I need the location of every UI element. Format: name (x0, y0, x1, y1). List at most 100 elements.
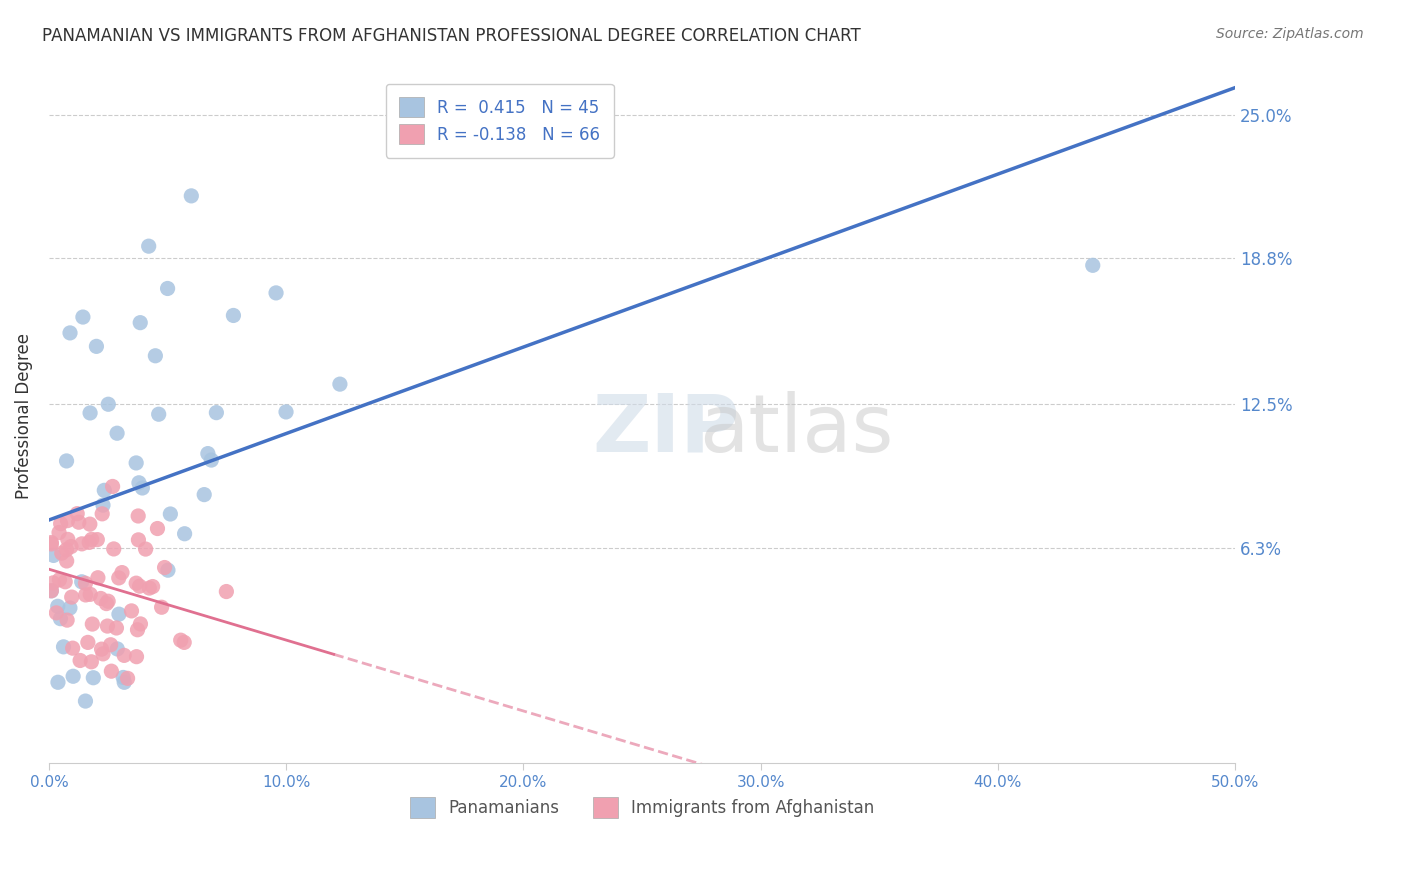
Panamanians (200, 453, 222, 467)
Immigrants from Afghanistan (41, 583, 63, 598)
Immigrants from Afghanistan (127, 508, 149, 523)
Immigrants from Afghanistan (56, 514, 79, 528)
Immigrants from Afghanistan (80, 533, 103, 547)
Immigrants from Afghanistan (90, 642, 112, 657)
Panamanians (75, 694, 97, 708)
Panamanians (193, 487, 215, 501)
Immigrants from Afghanistan (45, 606, 67, 620)
Panamanians (112, 675, 135, 690)
Immigrants from Afghanistan (111, 566, 134, 580)
Immigrants from Afghanistan (79, 587, 101, 601)
Immigrants from Afghanistan (173, 635, 195, 649)
Immigrants from Afghanistan (117, 671, 139, 685)
Immigrants from Afghanistan (77, 535, 100, 549)
Panamanians (105, 642, 128, 657)
Panamanians (41, 583, 63, 598)
Panamanians (180, 189, 202, 203)
Y-axis label: Professional Degree: Professional Degree (15, 333, 32, 499)
Immigrants from Afghanistan (100, 638, 122, 652)
Immigrants from Afghanistan (129, 616, 152, 631)
Immigrants from Afghanistan (105, 621, 128, 635)
Panamanians (156, 563, 179, 577)
Panamanians (274, 405, 297, 419)
Immigrants from Afghanistan (215, 584, 238, 599)
Panamanians (79, 406, 101, 420)
Panamanians (59, 326, 82, 340)
Panamanians (145, 349, 167, 363)
Immigrants from Afghanistan (49, 516, 72, 531)
Immigrants from Afghanistan (128, 579, 150, 593)
Panamanians (82, 671, 104, 685)
Immigrants from Afghanistan (90, 591, 112, 606)
Immigrants from Afghanistan (66, 507, 89, 521)
Immigrants from Afghanistan (70, 537, 93, 551)
Immigrants from Afghanistan (101, 479, 124, 493)
Immigrants from Afghanistan (103, 541, 125, 556)
Panamanians (42, 549, 65, 563)
Panamanians (329, 377, 352, 392)
Immigrants from Afghanistan (53, 574, 76, 589)
Immigrants from Afghanistan (62, 641, 84, 656)
Immigrants from Afghanistan (127, 533, 149, 547)
Panamanians (97, 397, 120, 411)
Immigrants from Afghanistan (112, 648, 135, 663)
Immigrants from Afghanistan (125, 649, 148, 664)
Immigrants from Afghanistan (76, 635, 98, 649)
Immigrants from Afghanistan (142, 580, 165, 594)
Immigrants from Afghanistan (55, 542, 77, 557)
Panamanians (46, 675, 69, 690)
Immigrants from Afghanistan (56, 613, 79, 627)
Panamanians (131, 481, 153, 495)
Immigrants from Afghanistan (138, 581, 160, 595)
Panamanians (105, 426, 128, 441)
Immigrants from Afghanistan (67, 515, 90, 529)
Immigrants from Afghanistan (97, 594, 120, 608)
Panamanians (205, 406, 228, 420)
Immigrants from Afghanistan (82, 617, 104, 632)
Panamanians (93, 483, 115, 498)
Panamanians (264, 285, 287, 300)
Panamanians (156, 281, 179, 295)
Immigrants from Afghanistan (170, 633, 193, 648)
Immigrants from Afghanistan (56, 533, 79, 547)
Immigrants from Afghanistan (79, 517, 101, 532)
Legend: Panamanians, Immigrants from Afghanistan: Panamanians, Immigrants from Afghanistan (404, 790, 880, 824)
Immigrants from Afghanistan (96, 597, 118, 611)
Immigrants from Afghanistan (60, 590, 83, 604)
Immigrants from Afghanistan (41, 535, 63, 549)
Panamanians (55, 454, 77, 468)
Panamanians (108, 607, 131, 622)
Panamanians (1081, 258, 1104, 272)
Immigrants from Afghanistan (86, 533, 108, 547)
Panamanians (138, 239, 160, 253)
Panamanians (148, 407, 170, 421)
Immigrants from Afghanistan (48, 573, 70, 587)
Immigrants from Afghanistan (121, 604, 143, 618)
Immigrants from Afghanistan (96, 619, 118, 633)
Panamanians (91, 498, 114, 512)
Panamanians (128, 475, 150, 490)
Immigrants from Afghanistan (146, 522, 169, 536)
Panamanians (62, 669, 84, 683)
Immigrants from Afghanistan (150, 600, 173, 615)
Panamanians (72, 310, 94, 324)
Panamanians (70, 574, 93, 589)
Immigrants from Afghanistan (75, 576, 97, 591)
Panamanians (173, 526, 195, 541)
Immigrants from Afghanistan (91, 647, 114, 661)
Text: ZIP: ZIP (592, 391, 740, 468)
Panamanians (197, 447, 219, 461)
Immigrants from Afghanistan (127, 623, 149, 637)
Immigrants from Afghanistan (48, 525, 70, 540)
Immigrants from Afghanistan (107, 571, 129, 585)
Immigrants from Afghanistan (41, 537, 63, 551)
Panamanians (112, 670, 135, 684)
Panamanians (86, 339, 108, 353)
Immigrants from Afghanistan (51, 546, 73, 560)
Immigrants from Afghanistan (87, 571, 110, 585)
Panamanians (52, 640, 75, 654)
Immigrants from Afghanistan (55, 554, 77, 568)
Immigrants from Afghanistan (69, 653, 91, 667)
Text: atlas: atlas (699, 391, 893, 468)
Immigrants from Afghanistan (135, 542, 157, 557)
